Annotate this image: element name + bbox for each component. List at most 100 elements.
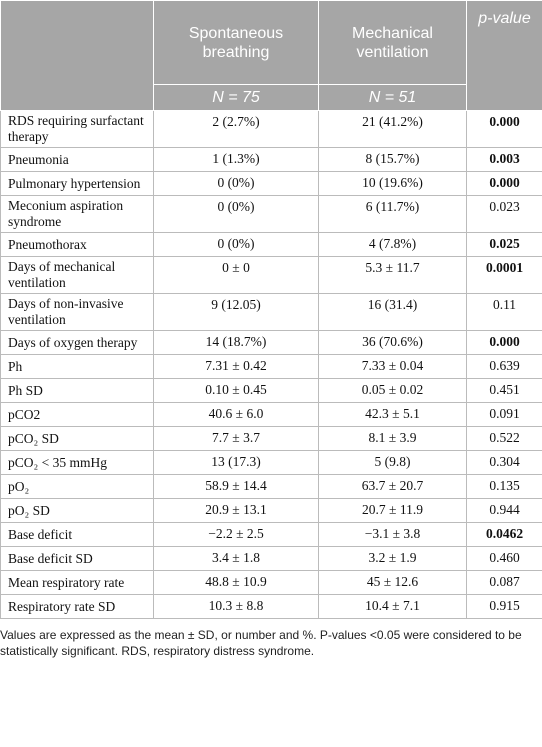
cell: 0.0462 — [466, 522, 542, 547]
cell: 20.9 ± 13.1 — [153, 498, 319, 523]
table-row: pCO2 40.6 ± 6.0 42.3 ± 5.1 0.091 — [0, 402, 542, 427]
cell: 16 (31.4) — [318, 293, 467, 331]
cell: 21 (41.2%) — [318, 110, 467, 148]
cell: 0.460 — [466, 546, 542, 571]
table-row: Days of mechanical ventilation 0 ± 0 5.3 ±… — [0, 256, 542, 294]
row-label: Days of non-invasive ventilation — [0, 293, 154, 331]
cell: 0.135 — [466, 474, 542, 499]
n-header: N = 51 — [318, 84, 467, 111]
cell: 13 (17.3) — [153, 450, 319, 475]
row-label: Respiratory rate SD — [0, 594, 154, 619]
table-row: Pulmonary hypertension 0 (0%) 10 (19.6%) 0.… — [0, 171, 542, 196]
cell: 5.3 ± 11.7 — [318, 256, 467, 294]
cell: 0.000 — [466, 330, 542, 355]
table-row: RDS requiring surfactant therapy 2 (2.7%)… — [0, 110, 542, 148]
row-label: Base deficit SD — [0, 546, 154, 571]
row-label: Mean respiratory rate — [0, 570, 154, 595]
cell: 63.7 ± 20.7 — [318, 474, 467, 499]
table-row: Respiratory rate SD 10.3 ± 8.8 10.4 ± 7.1 0… — [0, 594, 542, 619]
cell: 0 (0%) — [153, 171, 319, 196]
table-row: pCO₂ SD 7.7 ± 3.7 8.1 ± 3.9 0.522 — [0, 426, 542, 451]
cell: 58.9 ± 14.4 — [153, 474, 319, 499]
cell: 10.4 ± 7.1 — [318, 594, 467, 619]
cell: 8.1 ± 3.9 — [318, 426, 467, 451]
cell: 3.2 ± 1.9 — [318, 546, 467, 571]
cell: 2 (2.7%) — [153, 110, 319, 148]
row-label: RDS requiring surfactant therapy — [0, 110, 154, 148]
row-label: pO₂ SD — [0, 498, 154, 523]
table-row: Days of oxygen therapy 14 (18.7%) 36 (70.6… — [0, 330, 542, 355]
cell: 1 (1.3%) — [153, 147, 319, 172]
row-label: pCO₂ SD — [0, 426, 154, 451]
cell: 0.023 — [466, 195, 542, 233]
row-label: Pulmonary hypertension — [0, 171, 154, 196]
cell: 40.6 ± 6.0 — [153, 402, 319, 427]
table-body: RDS requiring surfactant therapy 2 (2.7%)… — [0, 110, 542, 619]
row-label: pCO2 — [0, 402, 154, 427]
table-row: Meconium aspiration syndrome 0 (0%) 6 (11.… — [0, 195, 542, 233]
cell: 0 (0%) — [153, 195, 319, 233]
cell: 0.915 — [466, 594, 542, 619]
table-row: Ph SD 0.10 ± 0.45 0.05 ± 0.02 0.451 — [0, 378, 542, 403]
n-header: N = 75 — [153, 84, 319, 111]
cell: −2.2 ± 2.5 — [153, 522, 319, 547]
table-row: Mean respiratory rate 48.8 ± 10.9 45 ± 12.… — [0, 570, 542, 595]
cell: 0 (0%) — [153, 232, 319, 257]
footnote: Values are expressed as the mean ± SD, o… — [0, 628, 522, 658]
row-label: pO₂ — [0, 474, 154, 499]
cell: 20.7 ± 11.9 — [318, 498, 467, 523]
cell: 0.003 — [466, 147, 542, 172]
col-header: Spontaneous breathing — [153, 0, 319, 85]
cell: 10 (19.6%) — [318, 171, 467, 196]
cell: 0.304 — [466, 450, 542, 475]
row-label: pCO₂ < 35 mmHg — [0, 450, 154, 475]
row-label: Days of mechanical ventilation — [0, 256, 154, 294]
cell: 0.05 ± 0.02 — [318, 378, 467, 403]
cell: 14 (18.7%) — [153, 330, 319, 355]
table-row: Base deficit SD 3.4 ± 1.8 3.2 ± 1.9 0.460 — [0, 546, 542, 571]
cell: 10.3 ± 8.8 — [153, 594, 319, 619]
col-header: Mechanical ventilation — [318, 0, 467, 85]
row-label: Pneumothorax — [0, 232, 154, 257]
table-row: Base deficit −2.2 ± 2.5 −3.1 ± 3.8 0.0462 — [0, 522, 542, 547]
cell: 6 (11.7%) — [318, 195, 467, 233]
cell: 0.0001 — [466, 256, 542, 294]
cell: 9 (12.05) — [153, 293, 319, 331]
cell: 42.3 ± 5.1 — [318, 402, 467, 427]
row-label: Ph SD — [0, 378, 154, 403]
row-label: Base deficit — [0, 522, 154, 547]
cell: 0.000 — [466, 110, 542, 148]
cell: −3.1 ± 3.8 — [318, 522, 467, 547]
col-header: p-value — [466, 0, 542, 111]
cell: 7.7 ± 3.7 — [153, 426, 319, 451]
row-label: Meconium aspiration syndrome — [0, 195, 154, 233]
row-label: Days of oxygen therapy — [0, 330, 154, 355]
table-row: pO₂ SD 20.9 ± 13.1 20.7 ± 11.9 0.944 — [0, 498, 542, 523]
table-row: Days of non-invasive ventilation 9 (12.05… — [0, 293, 542, 331]
data-table: Spontaneous breathing Mechanical ventila… — [0, 0, 542, 619]
cell: 0.10 ± 0.45 — [153, 378, 319, 403]
table-row: pCO₂ < 35 mmHg 13 (17.3) 5 (9.8) 0.304 — [0, 450, 542, 475]
cell: 0.639 — [466, 354, 542, 379]
cell: 4 (7.8%) — [318, 232, 467, 257]
cell: 0.000 — [466, 171, 542, 196]
cell: 45 ± 12.6 — [318, 570, 467, 595]
cell: 0.522 — [466, 426, 542, 451]
cell: 3.4 ± 1.8 — [153, 546, 319, 571]
cell: 0.025 — [466, 232, 542, 257]
corner — [0, 0, 154, 111]
cell: 8 (15.7%) — [318, 147, 467, 172]
table-row: Pneumothorax 0 (0%) 4 (7.8%) 0.025 — [0, 232, 542, 257]
row-label: Ph — [0, 354, 154, 379]
cell: 0 ± 0 — [153, 256, 319, 294]
cell: 0.944 — [466, 498, 542, 523]
cell: 0.451 — [466, 378, 542, 403]
cell: 48.8 ± 10.9 — [153, 570, 319, 595]
cell: 36 (70.6%) — [318, 330, 467, 355]
table-row: Ph 7.31 ± 0.42 7.33 ± 0.04 0.639 — [0, 354, 542, 379]
table-row: Pneumonia 1 (1.3%) 8 (15.7%) 0.003 — [0, 147, 542, 172]
cell: 0.087 — [466, 570, 542, 595]
row-label: Pneumonia — [0, 147, 154, 172]
cell: 5 (9.8) — [318, 450, 467, 475]
